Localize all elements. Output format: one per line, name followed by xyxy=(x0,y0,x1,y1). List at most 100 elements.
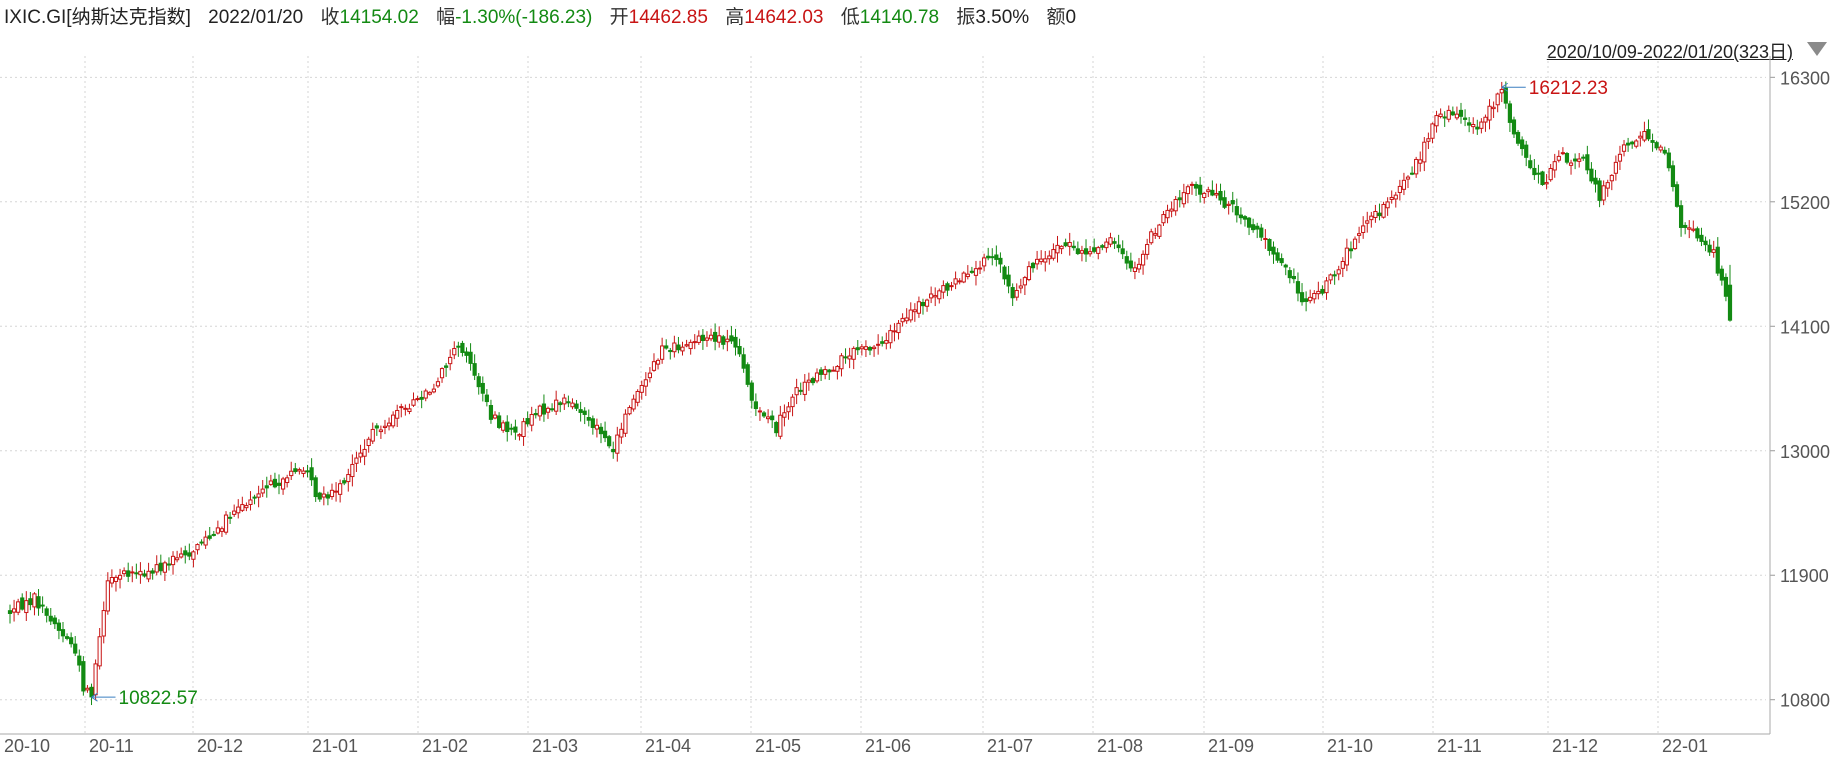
candle xyxy=(423,388,428,402)
candle xyxy=(20,593,25,611)
candle xyxy=(1238,207,1244,225)
candle-body xyxy=(680,346,685,352)
candle-body xyxy=(696,335,701,343)
candle xyxy=(908,302,913,323)
candle-body xyxy=(1299,292,1305,303)
candle xyxy=(664,339,669,350)
candle xyxy=(166,557,172,571)
candle-body xyxy=(1324,280,1329,294)
candle-body xyxy=(1454,113,1460,119)
candle xyxy=(668,347,673,360)
candle-body xyxy=(1707,244,1712,253)
candle-body xyxy=(1499,88,1504,94)
candle-body xyxy=(1002,266,1007,280)
candle xyxy=(859,343,864,356)
candle-body xyxy=(904,317,909,322)
candle-body xyxy=(1479,121,1484,129)
candle xyxy=(28,591,33,611)
candle xyxy=(827,368,832,381)
candle xyxy=(456,341,461,357)
candle xyxy=(1165,204,1170,224)
candle xyxy=(770,410,775,429)
candle xyxy=(1499,81,1504,103)
candle xyxy=(444,362,449,377)
candle-body xyxy=(1283,264,1288,268)
candle xyxy=(1642,121,1647,143)
candle xyxy=(1275,248,1280,263)
candle xyxy=(1479,118,1484,134)
date-range-selector[interactable]: 2020/10/09-2022/01/20(323日) xyxy=(1546,42,1793,62)
candle xyxy=(627,405,632,416)
candle-body xyxy=(232,510,237,515)
amount-value: 0 xyxy=(1065,7,1077,28)
candle-body xyxy=(195,544,200,551)
candle-body xyxy=(333,490,339,493)
close-label: 收 xyxy=(320,7,340,28)
candle xyxy=(183,545,188,564)
low-label: 低 xyxy=(840,7,860,28)
candle xyxy=(1340,257,1345,278)
candle-body xyxy=(1039,258,1044,263)
candle-body xyxy=(289,470,294,477)
candle-body xyxy=(1642,131,1647,141)
candle xyxy=(929,286,934,304)
candle-body xyxy=(541,403,547,415)
candle-body xyxy=(248,499,253,505)
candle-body xyxy=(1145,244,1150,255)
candle xyxy=(1295,272,1301,302)
candle xyxy=(843,348,848,364)
candle xyxy=(158,554,163,575)
candle xyxy=(509,423,514,436)
candle xyxy=(1206,186,1211,198)
candle-body xyxy=(170,555,176,566)
candle-body xyxy=(244,505,249,509)
candle xyxy=(1083,239,1089,262)
candle-body xyxy=(806,379,811,383)
candle xyxy=(1161,211,1166,226)
candle-body xyxy=(1295,281,1301,294)
candle xyxy=(729,326,734,344)
candle xyxy=(1198,176,1203,203)
candle xyxy=(325,491,331,506)
candle xyxy=(725,329,730,352)
candle xyxy=(1536,164,1541,184)
x-tick-label: 21-11 xyxy=(1437,736,1482,756)
candle xyxy=(1699,227,1704,247)
candle-body xyxy=(1389,196,1394,200)
candle xyxy=(1585,145,1590,175)
candle-body xyxy=(741,354,746,369)
candle xyxy=(1043,250,1048,272)
candle-body xyxy=(1585,154,1590,171)
candle-body xyxy=(982,257,987,267)
candle xyxy=(1173,195,1178,216)
candle xyxy=(1540,170,1545,186)
candle-body xyxy=(1348,248,1354,252)
candle xyxy=(1703,236,1708,252)
candle xyxy=(52,615,57,629)
triangle-down-icon[interactable] xyxy=(1807,42,1827,56)
candle-body xyxy=(1193,184,1199,189)
candle-body xyxy=(965,273,970,278)
candle-body xyxy=(835,366,840,372)
candle xyxy=(537,404,542,421)
candle xyxy=(586,409,591,427)
candle-body xyxy=(859,346,864,350)
candle-body xyxy=(492,414,498,419)
candle xyxy=(1462,109,1468,127)
high-label: 高 xyxy=(725,7,745,28)
candle xyxy=(1096,245,1101,260)
candle xyxy=(1670,160,1676,192)
candle xyxy=(1401,172,1407,196)
candle-body xyxy=(439,368,445,379)
candle xyxy=(549,403,555,412)
candle xyxy=(1548,164,1553,182)
quote-header: IXIC.GI[纳斯达克指数] 2022/01/20 收14154.02 幅-1… xyxy=(4,4,1076,32)
candle-body xyxy=(1540,171,1545,186)
ticker-name: IXIC.GI[纳斯达克指数] xyxy=(4,7,191,28)
candle-body xyxy=(301,470,306,474)
candle xyxy=(431,383,436,394)
candle xyxy=(1332,270,1337,285)
candle xyxy=(1646,119,1651,142)
candle xyxy=(1532,159,1537,180)
candle xyxy=(150,568,155,580)
